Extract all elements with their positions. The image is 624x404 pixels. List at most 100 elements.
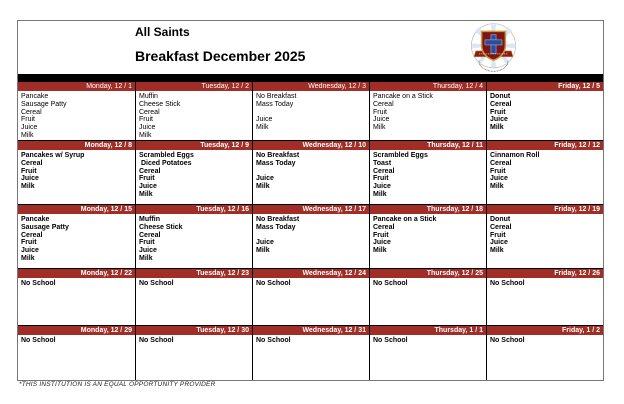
menu-item: No School	[490, 337, 525, 344]
day-menu-cell: No School	[18, 335, 135, 380]
day-menu-cell: Pancake Sausage Patty Cereal Fruit Juice Milk	[18, 91, 135, 140]
menu-item: Scrambled Eggs	[139, 152, 194, 159]
menu-item: No Breakfast	[256, 216, 300, 223]
menu-item: No School	[139, 337, 174, 344]
menu-item: Fruit	[490, 108, 506, 116]
day-menu-cell: No Breakfast Mass Today Juice Milk	[252, 150, 369, 204]
title-block: All Saints Breakfast December 2025	[18, 21, 603, 64]
menu-item: Fruit	[490, 167, 506, 175]
day-menu-cell: No School	[18, 278, 135, 325]
menu-item: Cheese Stick	[139, 223, 183, 231]
menu-item	[256, 232, 366, 240]
menu-item: Diced Potatoes	[139, 159, 192, 167]
menu-item: Fruit	[490, 231, 506, 239]
menu-item: Milk	[139, 254, 153, 262]
menu-item	[256, 168, 366, 176]
day-menu-cell: Donut Cereal Fruit Juice Milk	[486, 214, 603, 268]
menu-item: Juice	[490, 239, 508, 247]
menu-item: Sausage Patty	[21, 223, 69, 231]
day-header-cell: Thursday, 12 / 25	[369, 269, 486, 278]
day-header-cell: Friday, 1 / 2	[486, 326, 603, 335]
menu-item: Juice	[490, 116, 508, 124]
school-crest-logo	[471, 23, 516, 72]
day-header-cell: Tuesday, 12 / 30	[135, 326, 252, 335]
day-header-cell: Monday, 12 / 22	[18, 269, 135, 278]
day-menu-cell: No School	[252, 278, 369, 325]
menu-item: No School	[256, 337, 291, 344]
menu-item: Toast	[373, 159, 392, 167]
table-top-border-bar	[18, 74, 603, 81]
menu-item: Fruit	[373, 231, 389, 239]
menu-item: No Breakfast	[256, 93, 297, 100]
menu-item: Juice	[139, 124, 156, 132]
menu-item: No Breakfast	[256, 152, 300, 159]
day-menu-cell: Pancake on a Stick Cereal Fruit Juice Milk	[369, 91, 486, 140]
menu-item: Juice	[139, 183, 157, 191]
menu-item: Cereal	[373, 167, 395, 175]
week-header-row: Monday, 12 / 22 Tuesday, 12 / 23 Wednesday…	[18, 268, 603, 278]
menu-item: Juice	[490, 175, 508, 183]
menu-item: Cereal	[490, 223, 512, 231]
day-header-cell: Tuesday, 12 / 2	[135, 82, 252, 91]
menu-item: Juice	[21, 124, 38, 132]
menu-item: No School	[373, 337, 408, 344]
menu-item: Milk	[373, 190, 387, 198]
school-name-title: All Saints	[135, 25, 190, 39]
menu-item: No School	[373, 280, 408, 287]
day-menu-cell: No School	[486, 278, 603, 325]
menu-item: Cereal	[490, 100, 512, 108]
day-menu-cell: No School	[135, 278, 252, 325]
menu-item: No School	[21, 280, 56, 287]
menu-item: Juice	[21, 175, 39, 183]
day-header-cell: Monday, 12 / 15	[18, 205, 135, 214]
menu-item: Pancake on a Stick	[373, 216, 437, 223]
menu-item: Fruit	[139, 239, 155, 247]
menu-item: Cheese Stick	[139, 100, 181, 108]
menu-item: Cereal	[21, 159, 43, 167]
menu-item: Cereal	[139, 108, 160, 116]
menu-item: Scrambled Eggs	[373, 152, 428, 159]
menu-item: Sausage Patty	[21, 100, 67, 108]
day-header-cell: Wednesday, 12 / 17	[252, 205, 369, 214]
menu-item: Milk	[490, 124, 504, 132]
menu-item: Cinnamon Roll	[490, 152, 540, 159]
menu-item: Milk	[490, 247, 504, 255]
menu-item: Fruit	[373, 108, 387, 116]
menu-item: Juice	[373, 116, 390, 124]
week-header-row: Monday, 12 / 29 Tuesday, 12 / 30 Wednesday…	[18, 325, 603, 335]
day-menu-cell: No School	[252, 335, 369, 380]
day-menu-cell: Pancakes w/ Syrup Cereal Fruit Juice Milk	[18, 150, 135, 204]
document-page: All Saints Breakfast December 2025	[17, 20, 604, 381]
menu-item: Pancakes w/ Syrup	[21, 152, 85, 159]
day-header-cell: Monday, 12 / 29	[18, 326, 135, 335]
day-header-cell: Friday, 12 / 5	[486, 82, 603, 91]
day-header-cell: Wednesday, 12 / 3	[252, 82, 369, 91]
equal-opportunity-footer: *THIS INSTITUTION IS AN EQUAL OPPORTUNIT…	[19, 381, 216, 388]
week-menu-row: Pancake Sausage Patty Cereal Fruit Juice Milk…	[18, 91, 603, 140]
menu-item: Muffin	[139, 93, 158, 100]
menu-item: Cereal	[373, 100, 394, 108]
week-menu-row: Pancakes w/ Syrup Cereal Fruit Juice Milk Scr…	[18, 150, 603, 204]
day-header-cell: Tuesday, 12 / 23	[135, 269, 252, 278]
menu-item: Milk	[139, 190, 153, 198]
menu-item: Juice	[373, 183, 391, 191]
day-menu-cell: Donut Cereal Fruit Juice Milk	[486, 91, 603, 140]
day-menu-cell: Muffin Cheese Stick Cereal Fruit Juice Milk	[135, 214, 252, 268]
menu-item: Milk	[256, 247, 270, 255]
day-header-cell: Thursday, 12 / 4	[369, 82, 486, 91]
menu-item: Pancake	[21, 93, 49, 100]
menu-item: Fruit	[21, 239, 37, 247]
menu-item: Milk	[256, 124, 269, 132]
menu-item: Mass Today	[256, 159, 296, 167]
menu-item: Milk	[256, 183, 270, 191]
menu-item: Pancake	[21, 216, 50, 223]
menu-item: Juice	[373, 239, 391, 247]
menu-item	[256, 109, 366, 117]
menu-month-title: Breakfast December 2025	[135, 48, 306, 64]
week-menu-row: No School No School No School No School No S…	[18, 278, 603, 325]
menu-item: No School	[139, 280, 174, 287]
day-menu-cell: No School	[135, 335, 252, 380]
menu-item: Milk	[21, 131, 34, 139]
day-menu-cell: No Breakfast Mass Today Juice Milk	[252, 91, 369, 140]
day-header-cell: Friday, 12 / 26	[486, 269, 603, 278]
